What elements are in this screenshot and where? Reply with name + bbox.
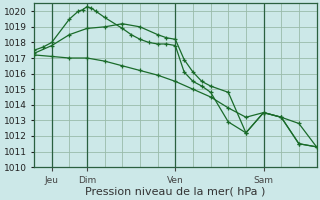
X-axis label: Pression niveau de la mer( hPa ): Pression niveau de la mer( hPa ) (85, 187, 266, 197)
